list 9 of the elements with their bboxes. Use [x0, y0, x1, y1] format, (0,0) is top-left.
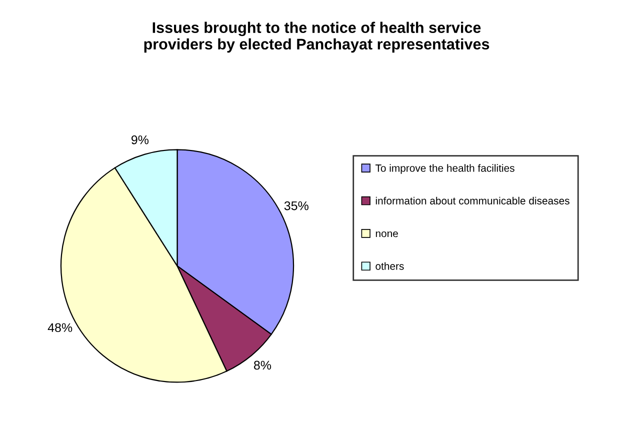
data-label: 48%	[48, 323, 72, 332]
chart-title: Issues brought to the notice of health service providers by elected Panchayat representatives	[144, 22, 490, 53]
legend-label: To improve the health facilities	[375, 164, 514, 174]
data-label: 35%	[284, 201, 308, 210]
data-label: 9%	[131, 135, 149, 144]
legend-label: none	[376, 231, 398, 238]
legend-label: others	[376, 262, 404, 270]
data-label: 8%	[254, 360, 272, 370]
legend-label: information about communicable diseases	[376, 196, 570, 204]
